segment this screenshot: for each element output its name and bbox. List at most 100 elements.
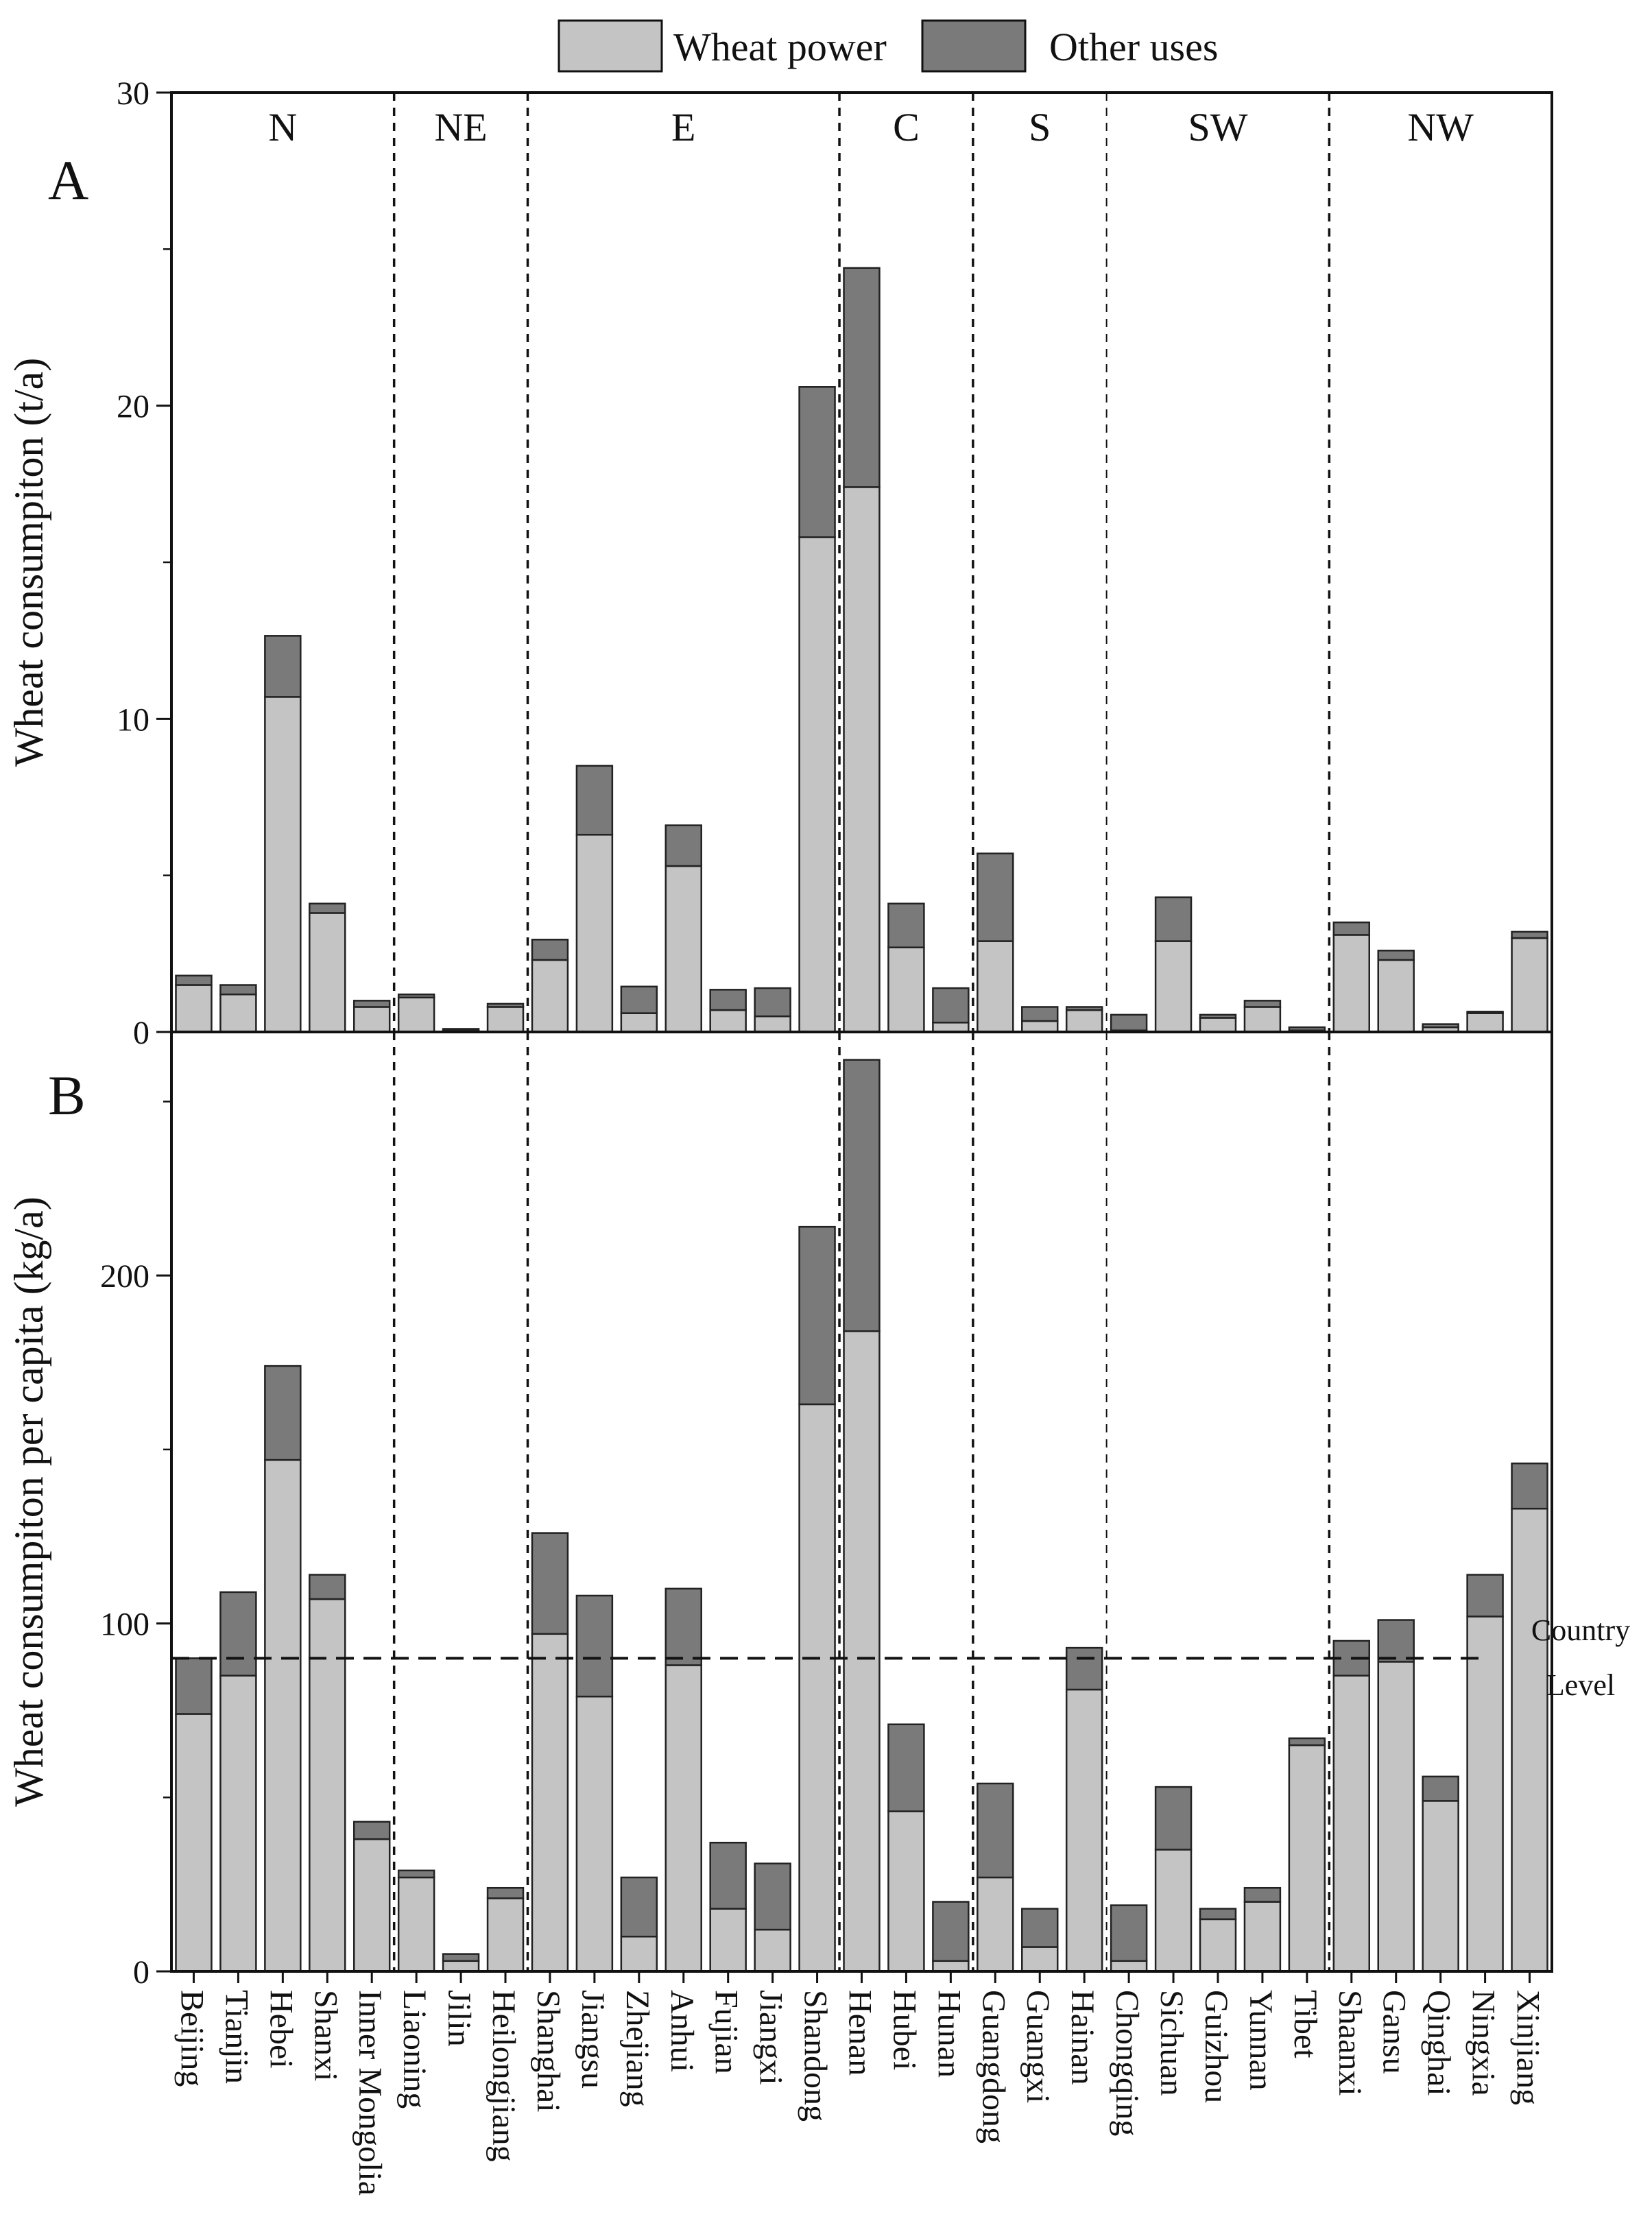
bar-wheat-power-yunnan <box>1243 1006 1282 1033</box>
x-category-label: Fujian <box>708 1990 745 2074</box>
bar-other-uses-jiangsu <box>575 1594 614 1698</box>
bar-wheat-power-sichuan <box>1154 1849 1193 1973</box>
bar-other-uses-sichuan <box>1154 896 1193 942</box>
bar-other-uses-heilongjiang <box>486 1886 525 1899</box>
bar-wheat-power-guangdong <box>977 1876 1014 1973</box>
bar-wheat-power-hubei <box>887 1810 925 1973</box>
x-category-label: Guangdong <box>975 1990 1011 2143</box>
bar-other-uses-zhejiang <box>620 985 658 1014</box>
bar-wheat-power-jiangxi <box>754 1928 791 1973</box>
bar-other-uses-sichuan <box>1154 1786 1193 1851</box>
bar-wheat-power-guizhou <box>1199 1918 1237 1973</box>
bar-other-uses-qinghai <box>1422 1775 1459 1802</box>
bar-other-uses-henan <box>843 267 881 488</box>
bar-wheat-power-gansu <box>1377 959 1415 1033</box>
bar-wheat-power-zhejiang <box>620 1012 658 1033</box>
panel-b-bars <box>175 1059 1548 1973</box>
region-label: SW <box>1188 105 1247 149</box>
bar-wheat-power-ningxia <box>1466 1012 1504 1033</box>
bar-wheat-power-shanghai <box>531 959 569 1033</box>
bar-other-uses-shanxi <box>309 902 346 914</box>
bar-other-uses-jilin <box>442 1953 480 1962</box>
bar-other-uses-chongqing <box>1110 1904 1148 1962</box>
panel-a-label: A <box>48 149 88 211</box>
panel-a-bars <box>175 267 1548 1033</box>
bar-wheat-power-heilongjiang <box>486 1897 525 1973</box>
x-category-label: Tibet <box>1287 1990 1324 2058</box>
bar-wheat-power-guizhou <box>1199 1017 1237 1033</box>
panel-b-y-axis-title: Wheat consumpiton per capita (kg/a) <box>6 1197 51 1807</box>
bar-wheat-power-shanxi <box>309 912 346 1033</box>
y-tick-label: 100 <box>100 1607 149 1643</box>
x-category-label: Hunan <box>931 1990 967 2078</box>
x-category-label: Liaoning <box>396 1990 433 2109</box>
bar-other-uses-liaoning <box>397 1869 435 1879</box>
x-category-label: Jilin <box>441 1990 477 2047</box>
x-category-label: Shanxi <box>307 1990 344 2081</box>
x-category-label: Hebei <box>263 1990 299 2069</box>
panel-b-y-axis: 0 100 200 <box>100 1101 171 1991</box>
x-category-label: Shanghai <box>530 1990 566 2113</box>
x-category-label: Hubei <box>886 1990 922 2070</box>
bar-wheat-power-guangxi <box>1021 1020 1059 1033</box>
bar-other-uses-inner-mongolia <box>352 1821 391 1840</box>
bar-other-uses-jiangxi <box>754 1862 791 1931</box>
bar-other-uses-tibet <box>1288 1026 1326 1031</box>
x-category-label: Yunnan <box>1243 1990 1279 2091</box>
bar-other-uses-hunan <box>932 987 970 1024</box>
legend-swatch-wheat-power <box>558 19 663 73</box>
x-category-label: Guizhou <box>1198 1990 1234 2103</box>
bar-other-uses-xinjiang <box>1511 930 1548 939</box>
bar-other-uses-shanghai <box>531 1532 569 1635</box>
bar-wheat-power-xinjiang <box>1511 937 1548 1033</box>
region-label: NW <box>1407 105 1474 149</box>
x-category-label: Heilongjiang <box>486 1990 522 2162</box>
x-category-label: Gansu <box>1376 1990 1413 2074</box>
bar-wheat-power-xinjiang <box>1511 1507 1548 1973</box>
bar-other-uses-fujian <box>709 1842 747 1910</box>
bar-wheat-power-jilin <box>442 1960 480 1973</box>
bar-other-uses-hebei <box>264 1365 302 1461</box>
bar-wheat-power-gansu <box>1377 1661 1415 1973</box>
bar-wheat-power-jiangsu <box>575 1695 614 1973</box>
bar-other-uses-guangdong <box>977 852 1014 942</box>
bar-other-uses-hubei <box>887 1723 925 1812</box>
y-tick-label: 0 <box>133 1015 149 1051</box>
x-category-label: Henan <box>842 1990 878 2076</box>
bar-other-uses-heilongjiang <box>486 1002 525 1008</box>
bar-wheat-power-jiangxi <box>754 1015 791 1033</box>
bar-wheat-power-anhui <box>665 865 702 1033</box>
bar-other-uses-henan <box>843 1059 881 1332</box>
bar-other-uses-qinghai <box>1422 1023 1459 1029</box>
bar-wheat-power-hainan <box>1065 1009 1103 1033</box>
x-category-label: Sichuan <box>1153 1990 1190 2096</box>
bar-other-uses-shaanxi <box>1332 921 1371 936</box>
x-category-label: Jiangsu <box>575 1990 611 2089</box>
bar-wheat-power-heilongjiang <box>486 1006 525 1033</box>
x-category-label: Zhejiang <box>619 1990 656 2107</box>
bar-wheat-power-fujian <box>709 1908 747 1973</box>
legend-label-other-uses: Other uses <box>1049 25 1218 69</box>
y-tick-label: 30 <box>117 75 149 112</box>
x-category-label: Hainan <box>1064 1990 1101 2085</box>
x-axis-category-labels: Beijing Tianjin Hebei Shanxi Inner Mongolia L… <box>173 1971 1546 2196</box>
bar-wheat-power-fujian <box>709 1009 747 1033</box>
x-category-label: Shaanxi <box>1332 1990 1368 2096</box>
bar-other-uses-tianjin <box>219 1591 257 1677</box>
bar-wheat-power-chongqing <box>1110 1960 1148 1973</box>
bar-other-uses-shandong <box>798 1225 836 1406</box>
bar-wheat-power-jiangsu <box>575 834 614 1033</box>
bar-other-uses-zhejiang <box>620 1876 658 1938</box>
bar-other-uses-guangdong <box>977 1782 1014 1879</box>
bar-wheat-power-hainan <box>1065 1688 1103 1973</box>
legend-swatch-other-uses <box>921 19 1027 73</box>
x-category-label: Xinjiang <box>1510 1990 1546 2105</box>
bar-wheat-power-guangxi <box>1021 1946 1059 1973</box>
bar-other-uses-chongqing <box>1110 1013 1148 1031</box>
bar-other-uses-hebei <box>264 635 302 698</box>
bar-other-uses-guangxi <box>1021 1908 1059 1948</box>
bar-other-uses-guizhou <box>1199 1908 1237 1921</box>
bar-wheat-power-liaoning <box>397 996 435 1033</box>
